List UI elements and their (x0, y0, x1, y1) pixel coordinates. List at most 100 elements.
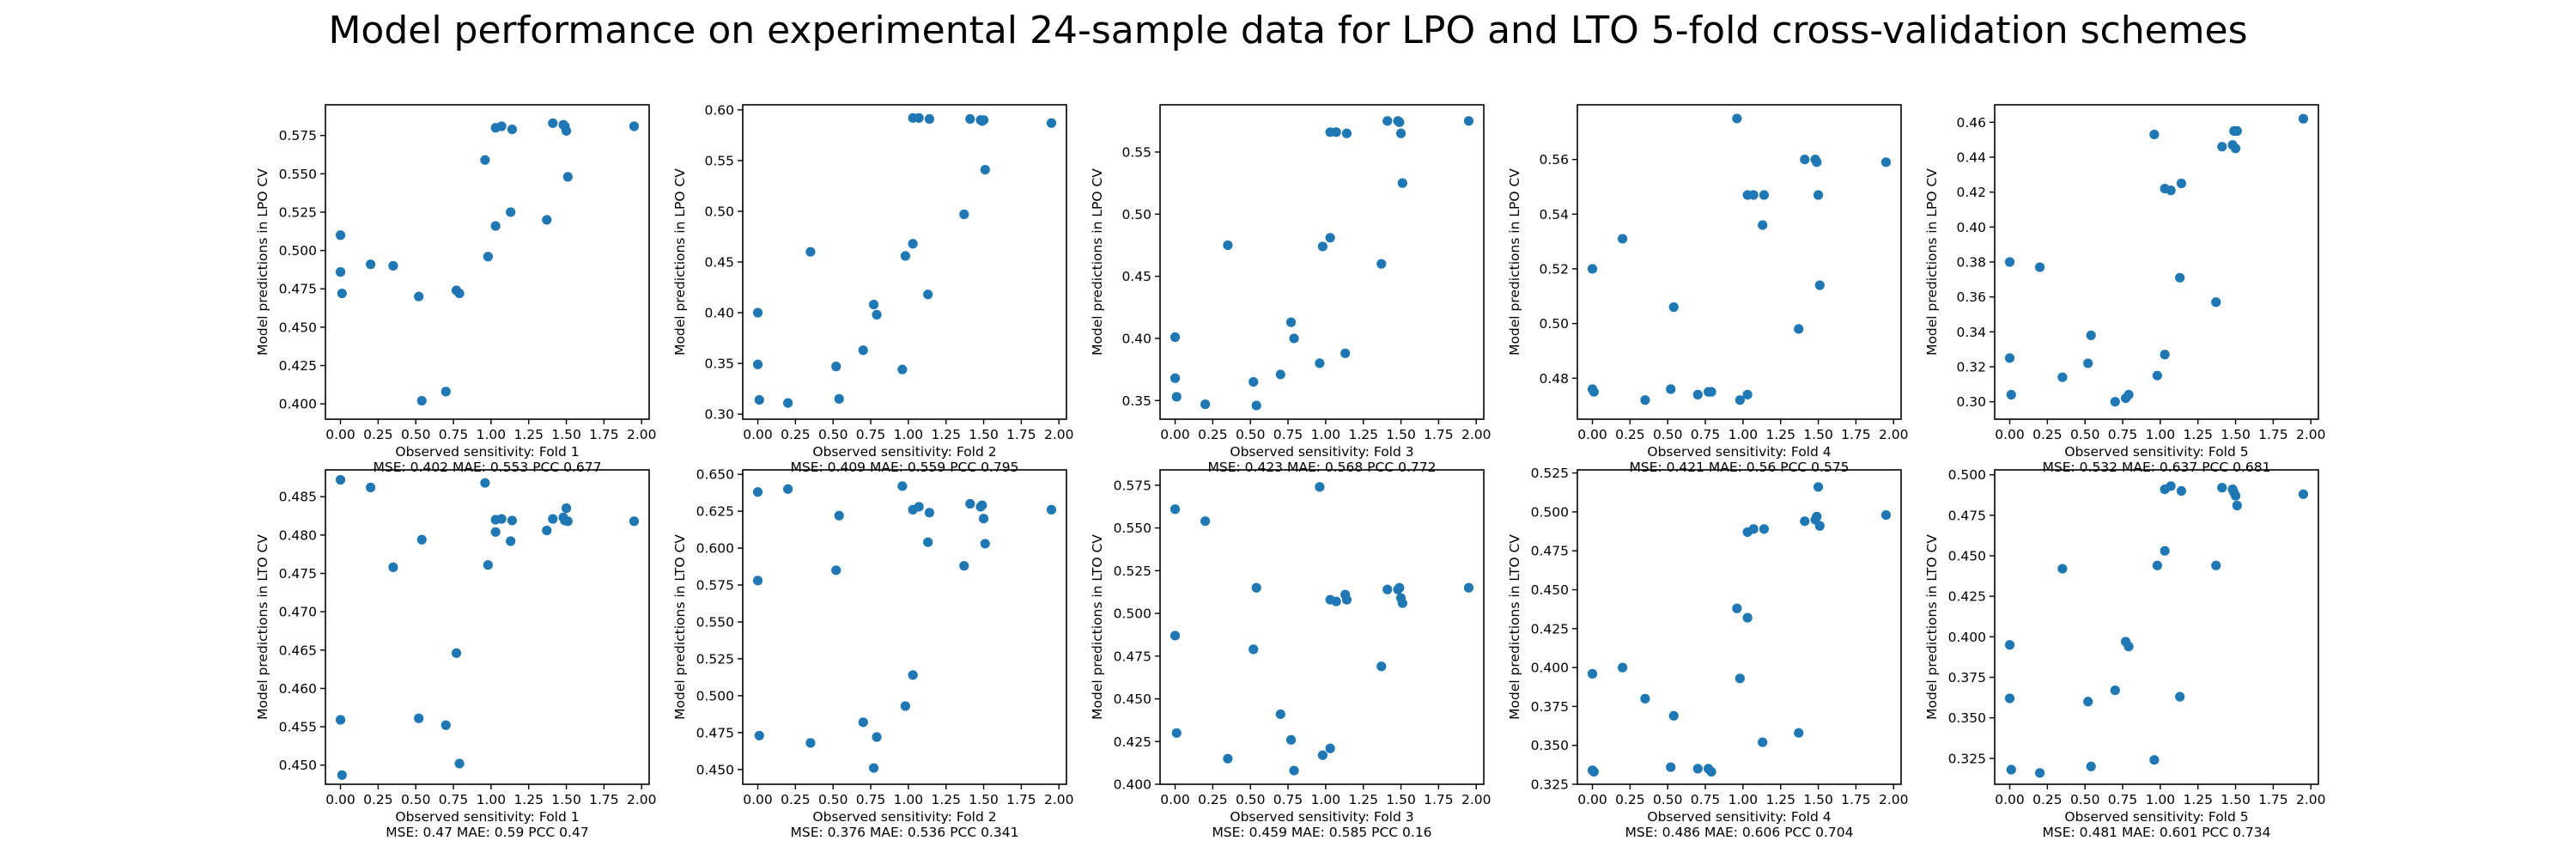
data-point (1397, 178, 1407, 188)
data-point (868, 299, 879, 310)
y-tick-label: 0.550 (279, 167, 317, 182)
data-point (1666, 762, 1676, 772)
data-point (914, 113, 924, 123)
x-tick-label: 0.75 (1273, 792, 1303, 807)
data-point (548, 118, 558, 129)
data-point (923, 289, 933, 300)
data-point (1341, 128, 1352, 138)
y-axis-label: Model predictions in LPO CV (1924, 168, 1940, 356)
data-point (1735, 673, 1745, 684)
axes-frame (1577, 104, 1902, 420)
data-point (1880, 509, 1892, 521)
y-tick-label: 0.325 (1531, 777, 1569, 793)
y-tick-label: 0.485 (279, 490, 317, 505)
y-tick-label: 0.500 (1114, 606, 1151, 622)
data-point (2123, 389, 2134, 400)
y-tick-label: 0.475 (279, 282, 317, 297)
data-point (2057, 372, 2068, 382)
x-tick-label: 0.50 (2070, 792, 2100, 807)
data-point (872, 309, 882, 320)
data-point (490, 221, 501, 231)
data-point (959, 561, 969, 571)
axes-frame (325, 104, 650, 420)
data-point (1325, 743, 1335, 753)
x-tick-label: 0.50 (1236, 792, 1266, 807)
data-point (1668, 710, 1679, 721)
data-point (542, 215, 552, 225)
data-point (416, 534, 427, 545)
data-point (2152, 560, 2162, 570)
x-tick-label: 0.25 (1198, 427, 1228, 442)
subplot-r1-c2: 0.00 0.25 0.50 0.75 1.00 1.25 1.50 1.75 2.00 0.30… (672, 102, 1073, 475)
x-tick-label: 2.00 (1044, 427, 1074, 442)
y-tick-label: 0.48 (1539, 371, 1569, 387)
data-point (923, 537, 933, 547)
data-point (908, 670, 918, 680)
y-tick-label: 0.46 (1956, 115, 1986, 131)
data-point (2035, 262, 2045, 272)
x-tick-label: 0.00 (1577, 792, 1607, 807)
y-tick-label: 0.525 (696, 651, 734, 667)
x-tick-label: 1.75 (1841, 792, 1871, 807)
subplot-grid: 0.00 0.25 0.50 0.75 1.00 1.25 1.50 1.75 2.00 0.40… (255, 102, 2325, 840)
data-point (752, 308, 763, 318)
y-tick-label: 0.425 (279, 358, 317, 374)
data-point (858, 345, 868, 356)
y-tick-label: 0.500 (1948, 467, 1986, 483)
data-point (2166, 481, 2176, 491)
data-point (978, 514, 989, 524)
data-point (1251, 582, 1261, 593)
subplot-r2-c3: 0.00 0.25 0.50 0.75 1.00 1.25 1.50 1.75 2.00 0.40… (1090, 469, 1492, 840)
y-tick-label: 0.550 (1114, 521, 1151, 536)
y-tick-label: 0.525 (1114, 564, 1151, 579)
metrics-label: MSE: 0.421 MAE: 0.56 PCC 0.575 (1629, 460, 1849, 475)
axes-frame (1159, 469, 1485, 785)
data-point (1046, 118, 1057, 128)
x-tick-label: 2.00 (1461, 427, 1492, 442)
data-point (440, 720, 451, 730)
data-point (506, 536, 516, 546)
x-tick-label: 0.75 (856, 792, 886, 807)
data-point (858, 717, 868, 728)
y-tick-label: 0.575 (1114, 478, 1151, 493)
y-tick-label: 0.450 (279, 320, 317, 335)
figure-title: Model performance on experimental 24-sam… (328, 9, 2247, 52)
x-tick-label: 1.25 (513, 792, 544, 807)
data-point (480, 155, 490, 165)
y-tick-label: 0.500 (1531, 504, 1569, 520)
subplot-r1-c5: 0.00 0.25 0.50 0.75 1.00 1.25 1.50 1.75 2.00 0.30… (1924, 104, 2325, 475)
x-tick-label: 1.50 (1803, 427, 1833, 442)
x-tick-label: 0.75 (1273, 427, 1303, 442)
x-tick-label: 2.00 (1461, 792, 1492, 807)
data-point (924, 508, 935, 518)
x-tick-label: 0.50 (1653, 792, 1683, 807)
y-tick-label: 0.42 (1956, 185, 1986, 200)
data-point (1170, 332, 1181, 343)
x-tick-label: 1.75 (2258, 792, 2288, 807)
data-point (2004, 257, 2015, 267)
data-point (831, 362, 841, 372)
y-tick-label: 0.450 (279, 758, 317, 773)
data-point (1275, 369, 1285, 380)
x-axis-label: Observed sensitivity: Fold 5 (2064, 809, 2248, 825)
data-point (805, 738, 816, 748)
subplot-r1-c4: 0.00 0.25 0.50 0.75 1.00 1.25 1.50 1.75 2.00 0.48… (1507, 104, 1908, 475)
x-tick-label: 1.50 (2221, 427, 2251, 442)
data-point (1397, 598, 1407, 608)
y-tick-label: 0.40 (1121, 331, 1151, 346)
y-tick-label: 0.525 (279, 204, 317, 220)
y-tick-label: 0.600 (696, 541, 734, 557)
data-point (1171, 392, 1182, 402)
axes-frame (1994, 469, 2319, 785)
y-tick-label: 0.60 (704, 102, 734, 118)
y-tick-label: 0.480 (279, 527, 317, 543)
y-tick-label: 0.350 (1948, 710, 1986, 726)
data-point (752, 359, 763, 369)
y-tick-label: 0.400 (279, 397, 317, 412)
data-point (754, 730, 764, 740)
y-tick-label: 0.36 (1956, 289, 1986, 305)
data-point (2083, 358, 2093, 369)
x-tick-label: 0.25 (2032, 792, 2063, 807)
data-point (834, 510, 844, 521)
